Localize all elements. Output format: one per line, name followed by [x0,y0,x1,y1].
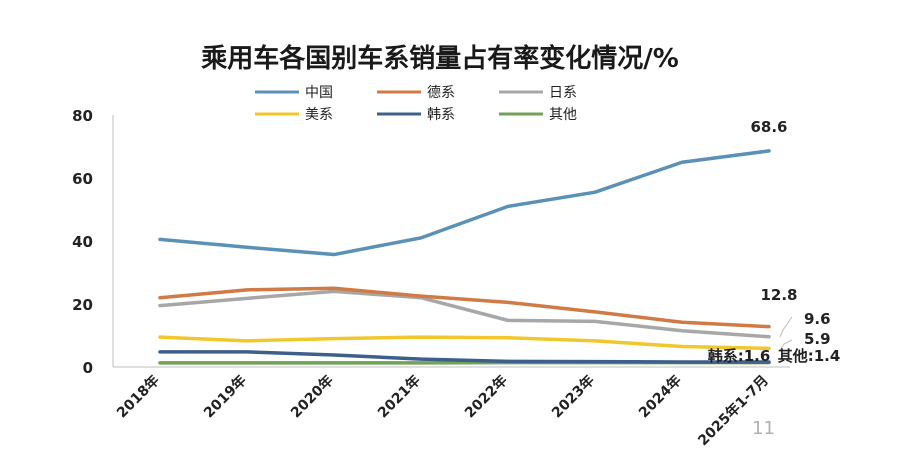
chart-title: 乘用车各国别车系销量占有率变化情况/% [200,43,679,74]
x-tick-label: 2020年 [287,372,336,421]
axes: 0 20 40 60 80 2018年 2019年 2020年 2021年 2022年 2023年 2… [72,107,790,449]
series-line [158,286,771,329]
y-tick-label: 20 [72,296,93,314]
series-line [158,335,771,351]
data-label: 9.6 [804,310,831,328]
series-line [158,289,771,339]
y-tick-label: 60 [72,170,93,188]
series-line [158,350,771,364]
data-label-leader [779,339,793,351]
x-tick-label: 2019年 [200,372,249,421]
y-tick-label: 0 [83,359,93,377]
data-label-leader [779,316,793,338]
y-tick-label: 80 [72,107,93,125]
x-tick-label: 2024年 [635,372,684,421]
x-tick-label: 2021年 [374,372,423,421]
legend-label: 其他 [549,107,577,123]
legend-label: 美系 [305,107,333,123]
watermark-text: 11 [752,418,775,439]
legend-label: 德系 [427,85,455,101]
legend-label: 日系 [549,85,577,101]
x-tick-label: 2018年 [113,372,162,421]
series-lines [158,149,771,365]
data-label: 韩系:1.6 [708,347,771,365]
series-line [158,149,771,257]
data-label: 68.6 [750,118,787,136]
x-tick-label: 2023年 [548,372,597,421]
x-tick-label: 2022年 [461,372,510,421]
data-label: 其他:1.4 [778,347,841,365]
data-label: 5.9 [804,330,831,348]
data-labels: 68.6 12.8 9.6 5.9 韩系:1.6 其他:1.4 [708,118,841,365]
data-label: 12.8 [760,286,797,304]
y-tick-label: 40 [72,233,93,251]
legend-label: 中国 [305,85,333,101]
legend-label: 韩系 [427,107,455,123]
